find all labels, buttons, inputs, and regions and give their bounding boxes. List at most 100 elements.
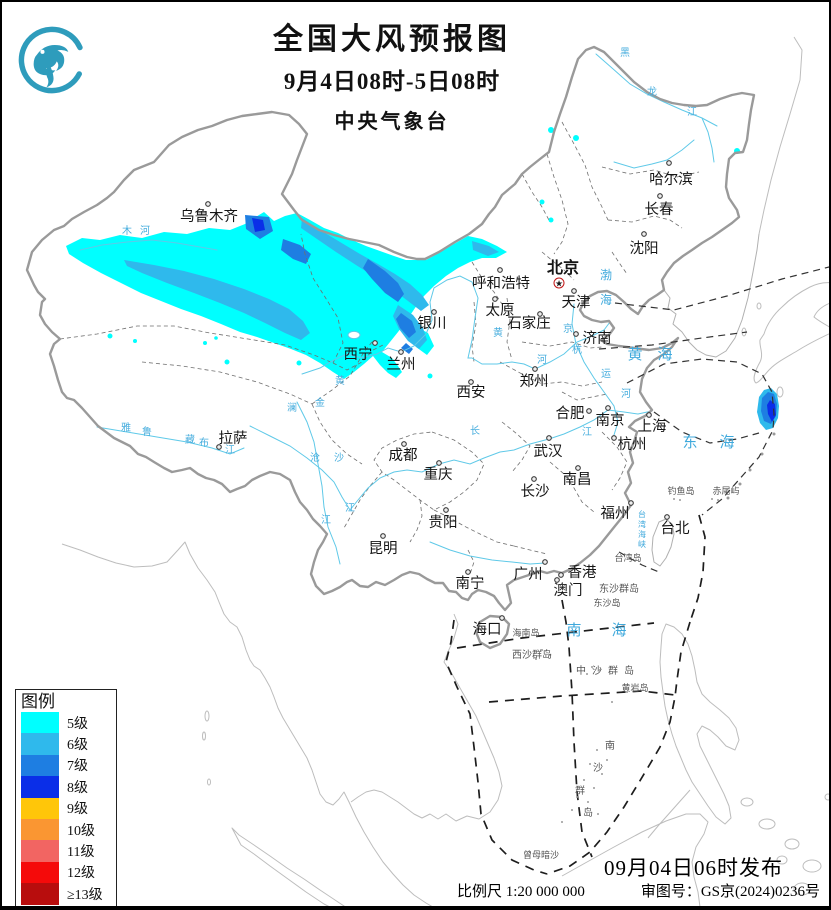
city-label: 海口 (473, 621, 502, 638)
legend-swatch (21, 797, 59, 819)
city-label: 成都 (389, 447, 418, 464)
wind-area-level7 (245, 215, 777, 424)
river-label: 河 (140, 225, 150, 237)
sea-label: 海 (719, 434, 734, 451)
city-label: 杭州 (618, 436, 647, 453)
legend-swatch (21, 840, 59, 862)
city-dot (554, 577, 560, 583)
page-title: 全国大风预报图 (273, 23, 511, 56)
map-approval-number: 审图号：GS京(2024)0236号 (640, 884, 820, 900)
sea-label: 黄 (627, 346, 642, 363)
river-label: 藏 (185, 434, 195, 446)
city-label: 合肥 (556, 405, 585, 422)
city-dot (537, 311, 543, 317)
city-label: 济南 (583, 330, 612, 347)
river-label: 黑 (620, 47, 630, 59)
province-borders (59, 121, 700, 575)
legend-label: 12级 (67, 866, 95, 882)
island-label: 群 (575, 784, 585, 797)
sea-label: 海 (600, 292, 612, 307)
river-label: 江 (687, 106, 697, 118)
island-label: 中沙群岛 (576, 664, 640, 677)
river-label: 木 (122, 225, 132, 237)
river-label: 江 (582, 426, 592, 438)
capital-star: ★ (555, 279, 563, 289)
sea-label: 台 (638, 509, 646, 519)
city-dot (657, 193, 663, 199)
city-dot (605, 405, 611, 411)
city-label: 南宁 (456, 575, 485, 592)
wind-area-level8 (252, 218, 776, 422)
city-dot (216, 444, 222, 450)
scs-island-specks (529, 649, 628, 853)
island-label: 海南岛 (512, 627, 539, 638)
city-label: 长春 (645, 201, 674, 218)
river-label: 河 (537, 354, 547, 366)
city-dot (628, 500, 634, 506)
island-label: 曾母暗沙 (523, 849, 559, 860)
river-label: 河 (621, 388, 631, 400)
legend-label: 6级 (67, 738, 88, 754)
river-label: 江 (321, 514, 331, 526)
river-label: 金 (315, 396, 325, 409)
city-label: 长沙 (521, 483, 550, 500)
city-dot (666, 160, 672, 166)
city-label: 呼和浩特 (472, 275, 530, 292)
sea-label: 峡 (638, 539, 646, 549)
river-label: 杭 (572, 343, 582, 356)
island-label: 台湾岛 (614, 552, 641, 563)
city-label: 石家庄 (507, 314, 551, 332)
legend-title: 图例 (21, 692, 55, 711)
legend-label: 11级 (67, 845, 95, 861)
forecast-period: 9月4日08时-5日08时 (283, 69, 501, 94)
city-dot (546, 435, 552, 441)
legend-item: ≥13级 (21, 883, 116, 905)
city-dot (499, 615, 505, 621)
maritime-boundary-lines (445, 266, 829, 875)
island-label: 钓鱼岛 (667, 485, 694, 496)
island-label: 东沙群岛 (599, 582, 639, 595)
city-label: 昆明 (369, 541, 398, 557)
cma-logo-icon (18, 26, 86, 94)
island-label: 东沙岛 (593, 597, 620, 608)
city-label: 台北 (661, 520, 690, 537)
legend-item: 8级 (21, 776, 116, 798)
city-dot (443, 507, 449, 513)
city-markers: 乌鲁木齐 哈尔滨长春沈阳 ★ 北京天津石家庄济南 呼和浩特太原银川西宁兰州郑州西安合肥南… (180, 160, 693, 638)
agency-name: 中央气象台 (334, 111, 450, 133)
legend-item: 9级 (21, 797, 116, 819)
legend-label: 5级 (67, 716, 88, 732)
legend-label: 8级 (67, 780, 88, 796)
island-label: 西沙群岛 (512, 648, 552, 661)
city-dot (558, 572, 564, 578)
legend-item: 5级 (21, 712, 116, 734)
city-dot (646, 412, 652, 418)
island-label: 南 (605, 739, 615, 752)
city-dot (372, 340, 378, 346)
city-label: 南昌 (563, 471, 592, 488)
city-dot (401, 441, 407, 447)
sea-label: 海 (638, 529, 646, 539)
map-scale: 比例尺 1:20 000 000 (457, 884, 585, 900)
legend-item: 12级 (21, 861, 116, 884)
river-label: 龙 (647, 85, 657, 98)
city-label: 西安 (457, 384, 486, 401)
city-dot (431, 309, 437, 315)
legend-swatch (21, 733, 59, 755)
river-label: 鲁 (142, 425, 152, 438)
city-dot (532, 366, 538, 372)
city-label: 武汉 (534, 443, 563, 460)
city-dot (542, 559, 548, 565)
sea-label: 东 (682, 434, 697, 451)
river-label: 黄 (335, 374, 345, 387)
city-label: 哈尔滨 (649, 171, 693, 188)
sea-label: 南 (566, 622, 581, 639)
city-label: 澳门 (554, 582, 583, 599)
legend-swatch (21, 754, 59, 777)
sea-label: 湾 (638, 519, 646, 529)
city-dot (468, 379, 474, 385)
city-label: 广州 (514, 566, 543, 583)
island-label: 沙 (593, 762, 603, 774)
